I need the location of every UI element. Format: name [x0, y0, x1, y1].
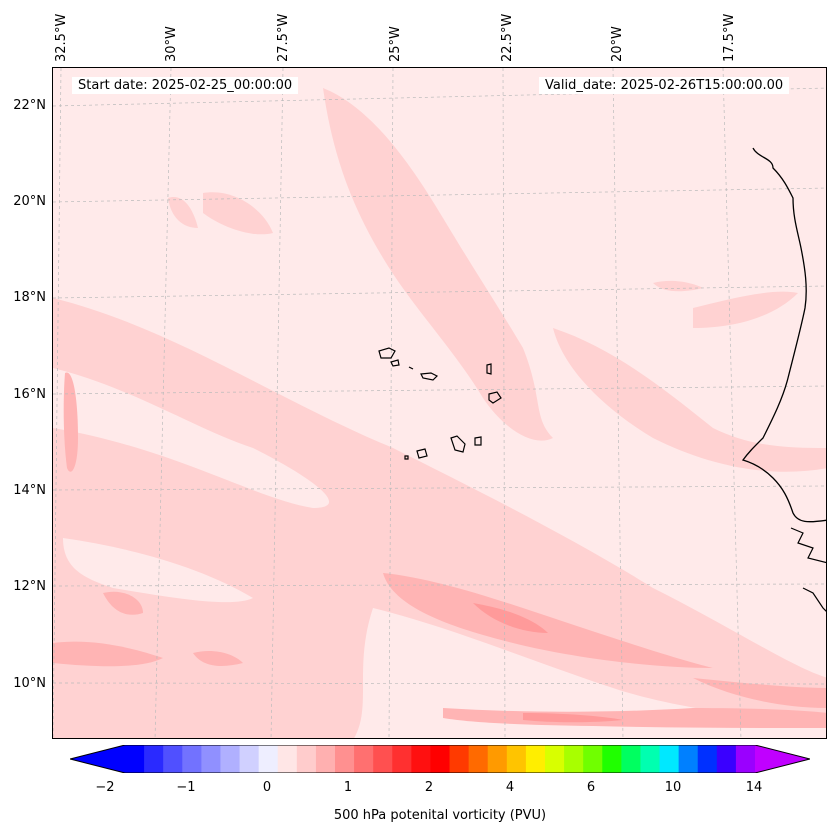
colorbar-segment	[468, 745, 489, 773]
lat-label: 22°N	[13, 98, 46, 113]
colorbar-tick: −1	[176, 780, 196, 795]
start-date-label: Start date: 2025-02-25_00:00:00	[72, 77, 299, 94]
coastline	[741, 147, 826, 523]
colorbar-segment	[182, 745, 202, 773]
colorbar-segment	[735, 745, 756, 773]
colorbar-tick: −2	[95, 780, 115, 795]
colorbar-segment	[258, 745, 279, 773]
colorbar-segment	[144, 745, 164, 773]
pv-field	[53, 68, 826, 738]
colorbar-segment	[125, 745, 145, 773]
colorbar-segment	[411, 745, 431, 773]
lat-label: 10°N	[13, 676, 46, 691]
colorbar-segment	[163, 745, 183, 773]
colorbar-segment	[335, 745, 355, 773]
lat-label: 14°N	[13, 483, 46, 498]
colorbar-segment	[315, 745, 336, 773]
colorbar-tick: 2	[424, 780, 434, 795]
colorbar-tick: 1	[343, 780, 353, 795]
lon-label: 27.5°W	[276, 13, 291, 62]
colorbar-segment	[621, 745, 641, 773]
colorbar-tick: 14	[745, 780, 763, 795]
lon-label: 32.5°W	[54, 13, 69, 62]
colorbar-segment	[277, 745, 298, 773]
lon-label: 25°W	[388, 26, 403, 62]
colorbar-tick: 4	[505, 780, 515, 795]
colorbar-segment	[430, 745, 451, 773]
colorbar-segment	[678, 745, 699, 773]
colorbar-segment	[564, 745, 584, 773]
colorbar-segment	[602, 745, 622, 773]
lon-label: 30°W	[164, 26, 179, 62]
colorbar-graphic	[69, 744, 811, 774]
colorbar-tick: 6	[586, 780, 596, 795]
colorbar-segment	[449, 745, 470, 773]
colorbar-segment	[296, 745, 317, 773]
colorbar-segment	[640, 745, 661, 773]
colorbar-tick: 10	[664, 780, 682, 795]
colorbar-segment	[525, 745, 546, 773]
colorbar-segment	[201, 745, 221, 773]
cape-verde-islands	[378, 347, 502, 460]
colorbar-segment	[354, 745, 374, 773]
colorbar-segment	[659, 745, 680, 773]
colorbar	[69, 744, 811, 774]
colorbar-under-arrow	[70, 745, 125, 773]
lat-label: 12°N	[13, 579, 46, 594]
lon-label: 22.5°W	[500, 13, 515, 62]
lat-label: 20°N	[13, 194, 46, 209]
valid-date-label: Valid_date: 2025-02-26T15:00:00.00	[539, 77, 790, 94]
colorbar-segment	[716, 745, 737, 773]
colorbar-segment	[392, 745, 412, 773]
colorbar-segment	[583, 745, 603, 773]
colorbar-segment	[220, 745, 241, 773]
colorbar-segment	[545, 745, 565, 773]
colorbar-over-arrow	[755, 745, 810, 773]
colorbar-segment	[373, 745, 393, 773]
lon-label: 20°W	[610, 26, 625, 62]
colorbar-segment	[487, 745, 508, 773]
colorbar-segment	[697, 745, 718, 773]
colorbar-tick: 0	[262, 780, 272, 795]
colorbar-segment	[506, 745, 527, 773]
lat-label: 16°N	[13, 387, 46, 402]
lon-label: 17.5°W	[722, 13, 737, 62]
lat-label: 18°N	[13, 290, 46, 305]
colorbar-segment	[239, 745, 260, 773]
colorbar-label: 500 hPa potenital vorticity (PVU)	[333, 808, 547, 823]
map-panel	[52, 67, 827, 739]
